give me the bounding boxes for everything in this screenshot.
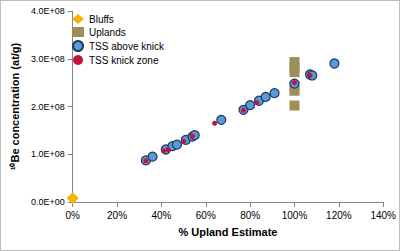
svg-text:2.0E+08: 2.0E+08 <box>31 102 65 112</box>
svg-text:100%: 100% <box>282 210 308 221</box>
svg-text:0.0E+00: 0.0E+00 <box>31 197 65 207</box>
svg-text:80%: 80% <box>240 210 260 221</box>
svg-text:120%: 120% <box>326 210 352 221</box>
svg-text:60%: 60% <box>196 210 216 221</box>
svg-text:20%: 20% <box>107 210 127 221</box>
svg-text:3.0E+08: 3.0E+08 <box>31 54 65 64</box>
svg-text:% Upland Estimate: % Upland Estimate <box>178 226 277 238</box>
svg-text:4.0E+08: 4.0E+08 <box>31 6 65 16</box>
svg-text:Bluffs: Bluffs <box>89 14 114 25</box>
svg-text:¹⁰Be concentration (at/g): ¹⁰Be concentration (at/g) <box>9 42 21 170</box>
svg-text:TSS knick zone: TSS knick zone <box>89 55 159 66</box>
svg-text:TSS above knick: TSS above knick <box>89 41 165 52</box>
svg-text:40%: 40% <box>151 210 171 221</box>
svg-text:1.0E+08: 1.0E+08 <box>31 149 65 159</box>
svg-text:0%: 0% <box>65 210 80 221</box>
svg-text:Uplands: Uplands <box>89 27 126 38</box>
svg-text:140%: 140% <box>370 210 396 221</box>
